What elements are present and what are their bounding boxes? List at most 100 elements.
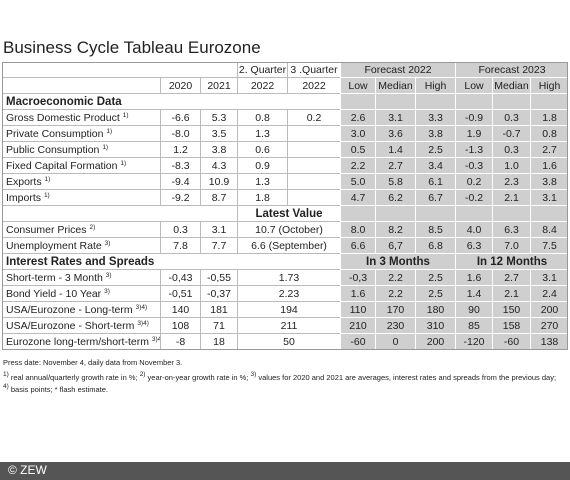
value: 0.5 — [340, 142, 375, 158]
value: 8.4 — [530, 222, 568, 238]
cell — [530, 94, 568, 110]
column-header: Median — [492, 78, 530, 94]
value: 6.3 — [492, 222, 530, 238]
value: 5.3 — [200, 110, 237, 126]
cell — [375, 94, 415, 110]
value: 158 — [492, 318, 530, 334]
column-header: 2021 — [200, 78, 237, 94]
value: 3.0 — [340, 126, 375, 142]
horizon-header: In 12 Months — [455, 254, 568, 270]
value: 3.6 — [375, 126, 415, 142]
value: 4.7 — [340, 190, 375, 206]
label-text: Public Consumption — [6, 144, 100, 156]
label-text: Bond Yield - 10 Year — [6, 288, 102, 300]
value: 18 — [200, 334, 237, 350]
cell — [492, 94, 530, 110]
value: 6,7 — [375, 238, 415, 254]
value: -60 — [340, 334, 375, 350]
value: -0.2 — [455, 190, 492, 206]
label-text: Unemployment Rate — [6, 240, 102, 252]
row-label: Consumer Prices 2) — [2, 222, 160, 238]
row-label: Bond Yield - 10 Year 3) — [2, 286, 160, 302]
value: 2.23 — [237, 286, 340, 302]
value: 2.7 — [375, 158, 415, 174]
row-label: Public Consumption 1) — [2, 142, 160, 158]
value: 3.8 — [530, 174, 568, 190]
value: 1.3 — [237, 174, 287, 190]
subheader: Latest Value — [237, 206, 340, 222]
forecast-header: Forecast 2022 — [340, 62, 455, 78]
note-mark: 3) — [104, 288, 110, 295]
value: 6.6 (September) — [237, 238, 340, 254]
value: -8.3 — [160, 158, 200, 174]
value: 2.2 — [375, 270, 415, 286]
label-text: Consumer Prices — [6, 224, 87, 236]
value: 270 — [530, 318, 568, 334]
value: 2.2 — [375, 286, 415, 302]
value: 1.2 — [160, 142, 200, 158]
value: 71 — [200, 318, 237, 334]
value: 2.2 — [340, 158, 375, 174]
cell — [287, 142, 340, 158]
column-header: Median — [375, 78, 415, 94]
row-label: Unemployment Rate 3) — [2, 238, 160, 254]
column-header: 2022 — [287, 78, 340, 94]
value: 2.6 — [340, 110, 375, 126]
row-label: USA/Eurozone - Short-term 3)4) — [2, 318, 160, 334]
value: 200 — [415, 334, 455, 350]
cell — [340, 94, 375, 110]
cell — [287, 190, 340, 206]
value: -0.7 — [492, 126, 530, 142]
row-label: Exports 1) — [2, 174, 160, 190]
note-mark: 1) — [106, 128, 113, 135]
value: 2.4 — [530, 286, 568, 302]
value: 1.6 — [530, 158, 568, 174]
cell — [492, 206, 530, 222]
cell — [287, 174, 340, 190]
footer-bar — [0, 462, 570, 480]
footnote-mark: 3) — [250, 371, 257, 378]
value: 1.6 — [340, 286, 375, 302]
column-header: High — [530, 78, 568, 94]
column-header: High — [415, 78, 455, 94]
value: -0.9 — [455, 110, 492, 126]
label-text: USA/Eurozone - Long-term — [6, 304, 133, 316]
copyright: © ZEW — [8, 463, 47, 477]
value: 6.8 — [415, 238, 455, 254]
note-mark: 3) — [104, 240, 111, 247]
value: 0.9 — [237, 158, 287, 174]
value: 110 — [340, 302, 375, 318]
row-label: Fixed Capital Formation 1) — [2, 158, 160, 174]
footnote-text: basis points; * flash estimate. — [8, 385, 108, 394]
value: 108 — [160, 318, 200, 334]
note-mark: 3)4) — [151, 336, 160, 343]
value: 8.0 — [340, 222, 375, 238]
value: 170 — [375, 302, 415, 318]
cell — [375, 206, 415, 222]
section-title: Interest Rates and Spreads — [2, 254, 340, 270]
row-label: Gross Domestic Product 1) — [2, 110, 160, 126]
value: 6.2 — [375, 190, 415, 206]
value: 7.8 — [160, 238, 200, 254]
value: 50 — [237, 334, 340, 350]
value: -60 — [492, 334, 530, 350]
cell — [415, 94, 455, 110]
value: 1.73 — [237, 270, 340, 286]
column-header: 2022 — [237, 78, 287, 94]
value: 2.3 — [492, 174, 530, 190]
value: 8.5 — [415, 222, 455, 238]
cell — [287, 126, 340, 142]
value: 140 — [160, 302, 200, 318]
horizon-header: In 3 Months — [340, 254, 455, 270]
value: -0,55 — [200, 270, 237, 286]
value: 4.3 — [200, 158, 237, 174]
value: 138 — [530, 334, 568, 350]
value: 1.3 — [237, 126, 287, 142]
note-mark: 3)4) — [135, 304, 148, 311]
value: 8.2 — [375, 222, 415, 238]
value: -0,37 — [200, 286, 237, 302]
note-mark: 1) — [44, 176, 51, 183]
value: 1.4 — [375, 142, 415, 158]
value: 211 — [237, 318, 340, 334]
